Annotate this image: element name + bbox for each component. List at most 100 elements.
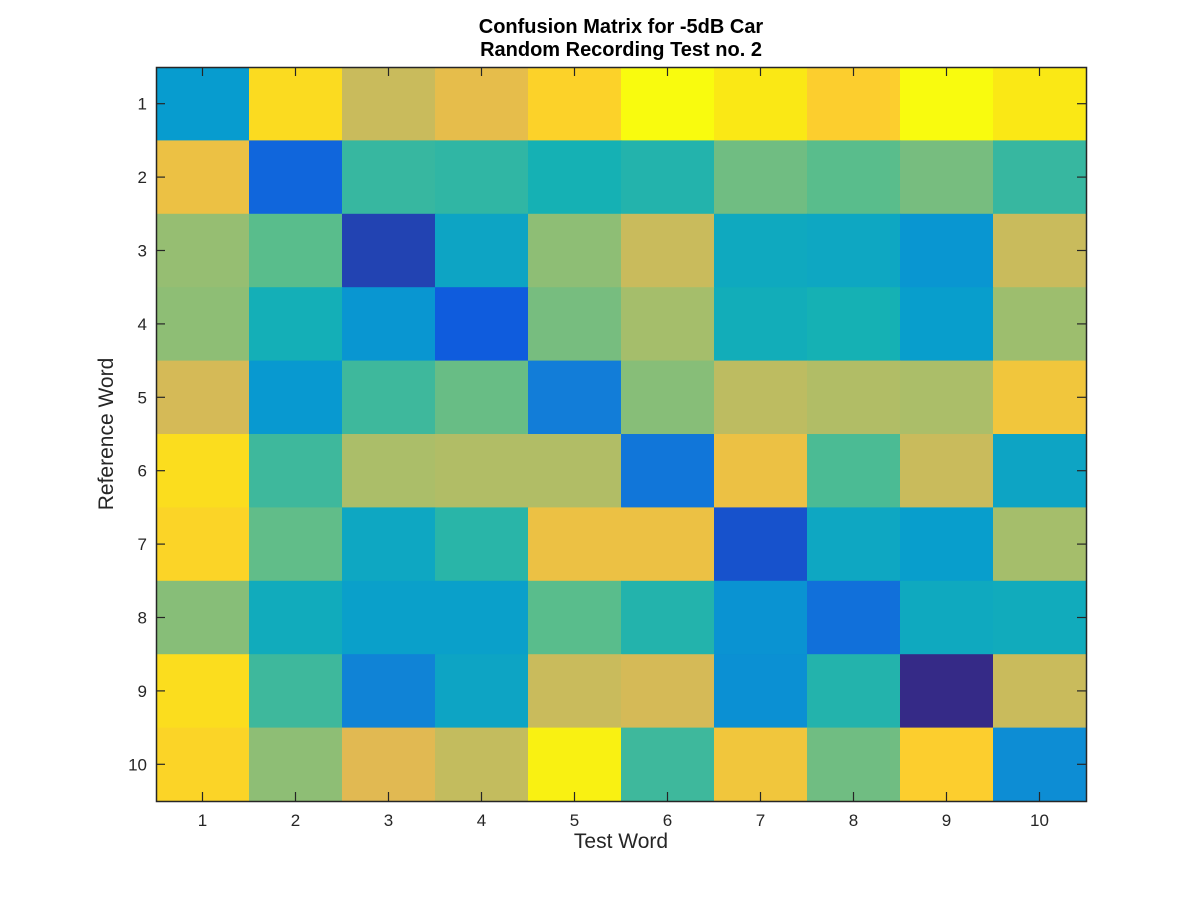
heatmap-cell-r2-c5 — [528, 140, 622, 215]
heatmap-cell-r4-c6 — [621, 287, 715, 362]
heatmap-cell-r9-c2 — [249, 654, 343, 729]
heatmap-cell-r3-c1 — [156, 213, 250, 288]
heatmap-cell-r5-c6 — [621, 360, 715, 435]
y-tick-label-7: 7 — [138, 535, 147, 554]
heatmap-cell-r8-c8 — [807, 580, 901, 655]
heatmap-cell-r4-c1 — [156, 287, 250, 362]
heatmap-cell-r10-c1 — [156, 727, 250, 802]
y-tick-label-8: 8 — [138, 609, 147, 628]
y-tick-label-6: 6 — [138, 462, 147, 481]
heatmap-cell-r9-c4 — [435, 654, 529, 729]
heatmap-cell-r8-c3 — [342, 580, 436, 655]
heatmap-cell-r2-c4 — [435, 140, 529, 215]
x-tick-label-7: 7 — [756, 811, 765, 830]
heatmap-cell-r7-c3 — [342, 507, 436, 582]
heatmap-cell-r9-c5 — [528, 654, 622, 729]
heatmap-cell-r5-c10 — [993, 360, 1087, 435]
heatmap-cell-r4-c5 — [528, 287, 622, 362]
heatmap-cell-r5-c1 — [156, 360, 250, 435]
heatmap-cell-r5-c3 — [342, 360, 436, 435]
heatmap-cell-r4-c3 — [342, 287, 436, 362]
x-tick-label-9: 9 — [942, 811, 951, 830]
heatmap-cell-r1-c8 — [807, 67, 901, 141]
heatmap-cell-r4-c7 — [714, 287, 808, 362]
heatmap-cell-r1-c3 — [342, 67, 436, 141]
x-tick-label-5: 5 — [570, 811, 579, 830]
heatmap-cell-r9-c7 — [714, 654, 808, 729]
x-tick-label-2: 2 — [291, 811, 300, 830]
y-tick-labels: 1 2 3 4 5 6 7 8 9 10 — [128, 95, 147, 775]
y-tick-label-4: 4 — [138, 315, 147, 334]
y-tick-label-2: 2 — [138, 168, 147, 187]
heatmap-cell-r6-c7 — [714, 434, 808, 508]
heatmap-cell-r8-c4 — [435, 580, 529, 655]
heatmap-cell-r7-c4 — [435, 507, 529, 582]
x-tick-labels: 1 2 3 4 5 6 7 8 9 10 — [198, 811, 1049, 830]
heatmap-cell-r5-c9 — [900, 360, 994, 435]
heatmap-cell-r2-c8 — [807, 140, 901, 215]
heatmap-cell-r6-c5 — [528, 434, 622, 508]
heatmap-cell-r6-c9 — [900, 434, 994, 508]
heatmap-cell-r2-c6 — [621, 140, 715, 215]
heatmap-cell-r6-c10 — [993, 434, 1087, 508]
heatmap-cell-r1-c4 — [435, 67, 529, 141]
y-axis-label: Reference Word — [95, 358, 118, 511]
axis-ticks — [156, 67, 1086, 801]
heatmap-cell-r7-c6 — [621, 507, 715, 582]
heatmap-cell-r10-c4 — [435, 727, 529, 802]
heatmap-cell-r2-c10 — [993, 140, 1087, 215]
heatmap-cell-r10-c10 — [993, 727, 1087, 802]
y-tick-label-3: 3 — [138, 242, 147, 261]
heatmap-cell-r9-c10 — [993, 654, 1087, 729]
heatmap-cell-r8-c5 — [528, 580, 622, 655]
heatmap-cell-r7-c8 — [807, 507, 901, 582]
heatmap-cell-r4-c10 — [993, 287, 1087, 362]
x-tick-label-6: 6 — [663, 811, 672, 830]
heatmap-cell-r4-c9 — [900, 287, 994, 362]
heatmap-cell-r6-c1 — [156, 434, 250, 508]
heatmap-cell-r2-c3 — [342, 140, 436, 215]
heatmap-cell-r3-c9 — [900, 213, 994, 288]
heatmap-cells — [156, 67, 1087, 802]
heatmap-cell-r1-c2 — [249, 67, 343, 141]
heatmap-cell-r10-c8 — [807, 727, 901, 802]
heatmap-cell-r8-c9 — [900, 580, 994, 655]
heatmap-cell-r6-c2 — [249, 434, 343, 508]
heatmap-cell-r4-c8 — [807, 287, 901, 362]
x-tick-label-3: 3 — [384, 811, 393, 830]
heatmap-cell-r4-c4 — [435, 287, 529, 362]
heatmap-cell-r6-c3 — [342, 434, 436, 508]
heatmap-cell-r3-c4 — [435, 213, 529, 288]
heatmap-cell-r3-c5 — [528, 213, 622, 288]
y-tick-label-1: 1 — [138, 95, 147, 114]
heatmap-cell-r1-c1 — [156, 67, 250, 141]
heatmap-cell-r8-c10 — [993, 580, 1087, 655]
heatmap-cell-r9-c9 — [900, 654, 994, 729]
heatmap-cell-r7-c1 — [156, 507, 250, 582]
heatmap-cell-r2-c2 — [249, 140, 343, 215]
heatmap-cell-r9-c1 — [156, 654, 250, 729]
heatmap-cell-r10-c2 — [249, 727, 343, 802]
heatmap-cell-r5-c8 — [807, 360, 901, 435]
chart-title-line-1: Confusion Matrix for -5dB Car — [479, 16, 764, 38]
heatmap-cell-r7-c7 — [714, 507, 808, 582]
heatmap-cell-r10-c6 — [621, 727, 715, 802]
heatmap-cell-r5-c7 — [714, 360, 808, 435]
heatmap-cell-r7-c9 — [900, 507, 994, 582]
x-tick-label-10: 10 — [1030, 811, 1049, 830]
heatmap-cell-r1-c6 — [621, 67, 715, 141]
heatmap-cell-r8-c6 — [621, 580, 715, 655]
heatmap-cell-r5-c2 — [249, 360, 343, 435]
y-tick-label-10: 10 — [128, 755, 147, 774]
heatmap-cell-r9-c6 — [621, 654, 715, 729]
heatmap-cell-r2-c1 — [156, 140, 250, 215]
heatmap-cell-r2-c7 — [714, 140, 808, 215]
heatmap-cell-r6-c4 — [435, 434, 529, 508]
heatmap-cell-r9-c8 — [807, 654, 901, 729]
heatmap-cell-r1-c7 — [714, 67, 808, 141]
heatmap-cell-r10-c5 — [528, 727, 622, 802]
heatmap-cell-r3-c6 — [621, 213, 715, 288]
heatmap-cell-r10-c9 — [900, 727, 994, 802]
